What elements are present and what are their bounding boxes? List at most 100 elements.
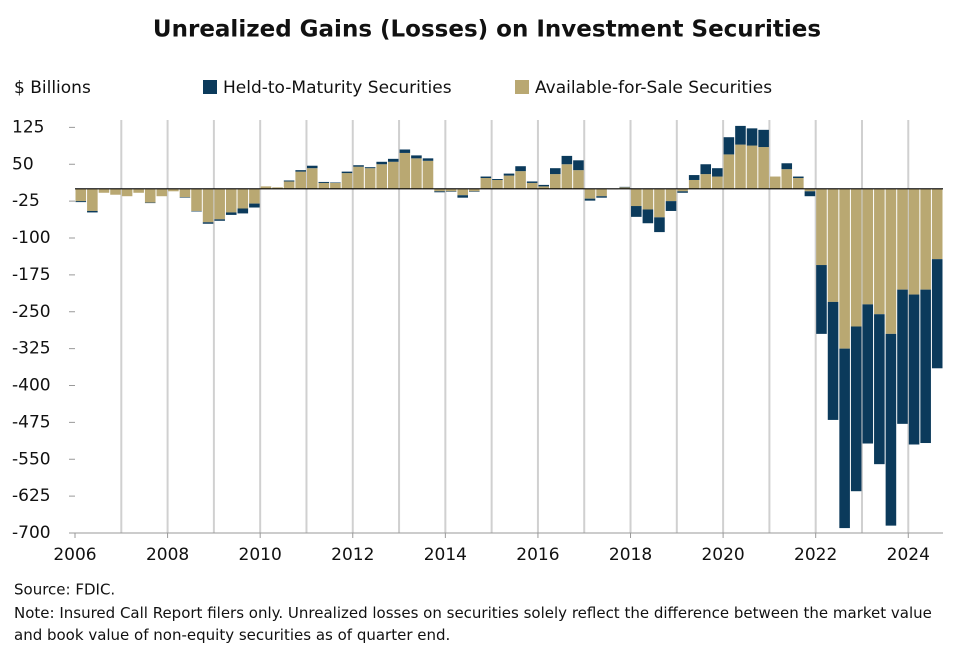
bar <box>631 189 642 206</box>
bar <box>238 209 249 214</box>
bar <box>481 178 492 189</box>
bar <box>411 158 422 188</box>
y-tick-label: -25 <box>12 191 40 211</box>
bar <box>839 189 850 349</box>
bar <box>249 204 260 208</box>
bar <box>423 161 434 189</box>
bar <box>862 304 873 443</box>
bar <box>585 189 596 199</box>
bar <box>747 146 758 189</box>
bar <box>180 189 191 197</box>
bar <box>319 183 330 189</box>
bar <box>735 126 746 145</box>
x-tick-label: 2018 <box>609 545 652 565</box>
note-box: Note: Insured Call Report filers only. U… <box>14 602 964 658</box>
bar <box>700 164 711 174</box>
bar <box>839 349 850 528</box>
bar <box>492 179 503 180</box>
bar <box>816 265 827 334</box>
bar <box>886 334 897 526</box>
bar <box>712 177 723 189</box>
bar <box>758 147 769 189</box>
bar <box>724 154 735 188</box>
bar <box>76 201 87 202</box>
legend-swatch <box>203 80 217 94</box>
y-tick-label: -700 <box>12 523 51 543</box>
bar <box>677 191 688 192</box>
bar <box>87 189 98 211</box>
bar <box>793 178 804 189</box>
bar <box>735 145 746 189</box>
bar <box>712 168 723 176</box>
bar <box>434 191 445 192</box>
bar <box>457 195 468 197</box>
bar <box>411 155 422 158</box>
bar <box>793 177 804 178</box>
bar <box>897 290 908 424</box>
bar <box>157 189 168 196</box>
bar <box>376 162 387 164</box>
bar <box>515 171 526 189</box>
bar <box>573 170 584 189</box>
bar <box>342 172 353 173</box>
legend-label: Held-to-Maturity Securities <box>223 78 452 98</box>
x-tick-label: 2008 <box>146 545 189 565</box>
bar <box>585 199 596 201</box>
bar <box>654 217 665 232</box>
bar <box>388 162 399 189</box>
y-tick-label: -250 <box>12 302 51 322</box>
bar <box>400 150 411 153</box>
x-tick-label: 2006 <box>53 545 96 565</box>
bar <box>504 174 515 176</box>
note: Note: Insured Call Report filers only. U… <box>14 602 964 646</box>
bar <box>573 160 584 170</box>
bar <box>504 176 515 189</box>
bar <box>76 189 87 201</box>
bar <box>724 137 735 154</box>
source: Source: FDIC. <box>14 581 115 599</box>
bar <box>307 166 318 168</box>
bar <box>689 175 700 180</box>
bar <box>643 209 654 223</box>
bar <box>920 189 931 290</box>
bar <box>874 189 885 314</box>
x-tick-label: 2014 <box>424 545 467 565</box>
bar <box>226 189 237 213</box>
bar <box>666 201 677 211</box>
bar <box>238 189 249 209</box>
bar <box>515 166 526 171</box>
bar <box>747 128 758 145</box>
bar <box>932 189 943 259</box>
bar <box>295 170 306 171</box>
bar <box>596 196 607 197</box>
bar <box>191 189 202 211</box>
bar <box>666 189 677 201</box>
bar <box>781 169 792 189</box>
bar <box>353 167 364 189</box>
bar <box>122 189 133 196</box>
bar <box>226 212 237 214</box>
bar <box>284 181 295 188</box>
bar <box>851 189 862 327</box>
bar <box>492 180 503 189</box>
bar <box>631 206 642 217</box>
bar <box>932 259 943 368</box>
bar <box>365 167 376 168</box>
bar <box>319 182 330 183</box>
y-tick-label: 125 <box>12 117 44 137</box>
bar <box>330 183 341 189</box>
y-axis-label: $ Billions <box>14 78 91 98</box>
bar <box>214 219 225 220</box>
bar <box>110 189 121 195</box>
bar <box>689 180 700 189</box>
bar <box>307 168 318 189</box>
bar <box>203 189 214 222</box>
x-tick-label: 2024 <box>887 545 930 565</box>
x-tick-label: 2020 <box>701 545 744 565</box>
bar <box>295 172 306 189</box>
bar <box>423 158 434 160</box>
y-tick-label: -475 <box>12 412 51 432</box>
bar <box>643 189 654 210</box>
bar <box>596 189 607 196</box>
